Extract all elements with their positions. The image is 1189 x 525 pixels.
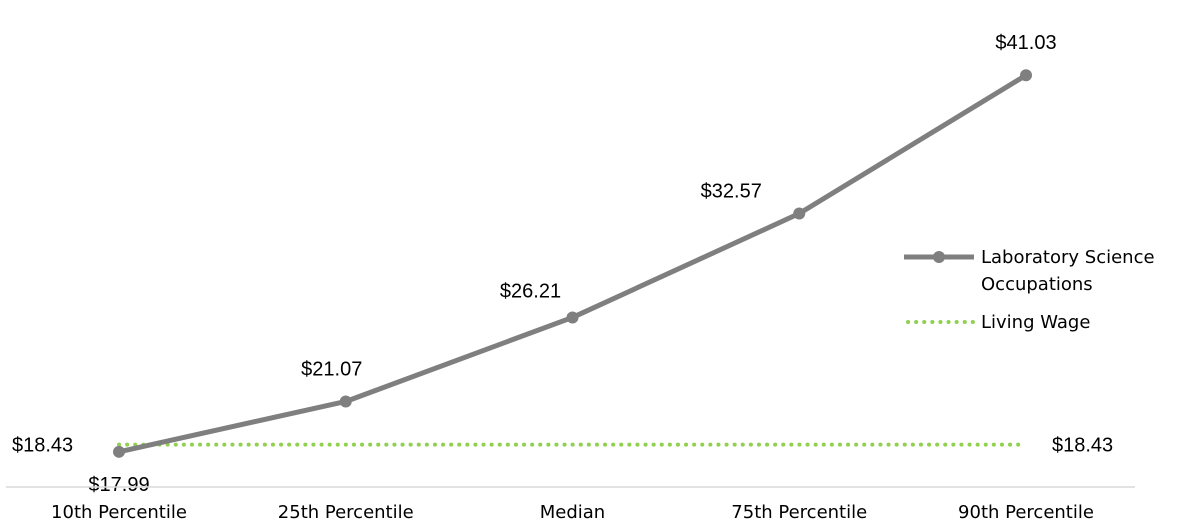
x-tick-label-3: Median xyxy=(540,502,605,523)
laboratory-science-label-2: $21.07 xyxy=(301,358,362,380)
x-tick-label-1: 10th Percentile xyxy=(51,502,187,523)
laboratory-science-label-5: $41.03 xyxy=(995,32,1056,54)
legend: Laboratory Science Occupations Living Wage xyxy=(904,247,1155,333)
living-wage-label-left: $18.43 xyxy=(12,435,73,457)
laboratory-science-point-2 xyxy=(340,395,352,407)
laboratory-science-label-4: $32.57 xyxy=(701,180,762,202)
x-tick-label-5: 90th Percentile xyxy=(958,502,1094,523)
laboratory-science-point-1 xyxy=(113,446,125,458)
legend-label-laboratory-science: Laboratory Science Occupations xyxy=(981,247,1155,295)
laboratory-science-label-3: $26.21 xyxy=(500,280,561,302)
laboratory-science-line xyxy=(119,75,1026,452)
living-wage-label-right: $18.43 xyxy=(1052,435,1113,457)
legend-label-living-wage: Living Wage xyxy=(981,312,1090,333)
laboratory-science-label-1: $17.99 xyxy=(88,474,149,496)
laboratory-science-point-5 xyxy=(1020,69,1032,81)
plot-area: $17.99 $21.07 $26.21 $32.57 $41.03 $18.43 $18.… xyxy=(12,32,1113,496)
x-axis-ticks: 10th Percentile 25th Percentile Median 75th… xyxy=(6,487,1135,523)
x-tick-label-2: 25th Percentile xyxy=(278,502,414,523)
laboratory-science-point-3 xyxy=(567,311,579,323)
laboratory-science-point-4 xyxy=(793,207,805,219)
x-tick-label-4: 75th Percentile xyxy=(731,502,867,523)
legend-marker-laboratory-science xyxy=(933,251,945,263)
